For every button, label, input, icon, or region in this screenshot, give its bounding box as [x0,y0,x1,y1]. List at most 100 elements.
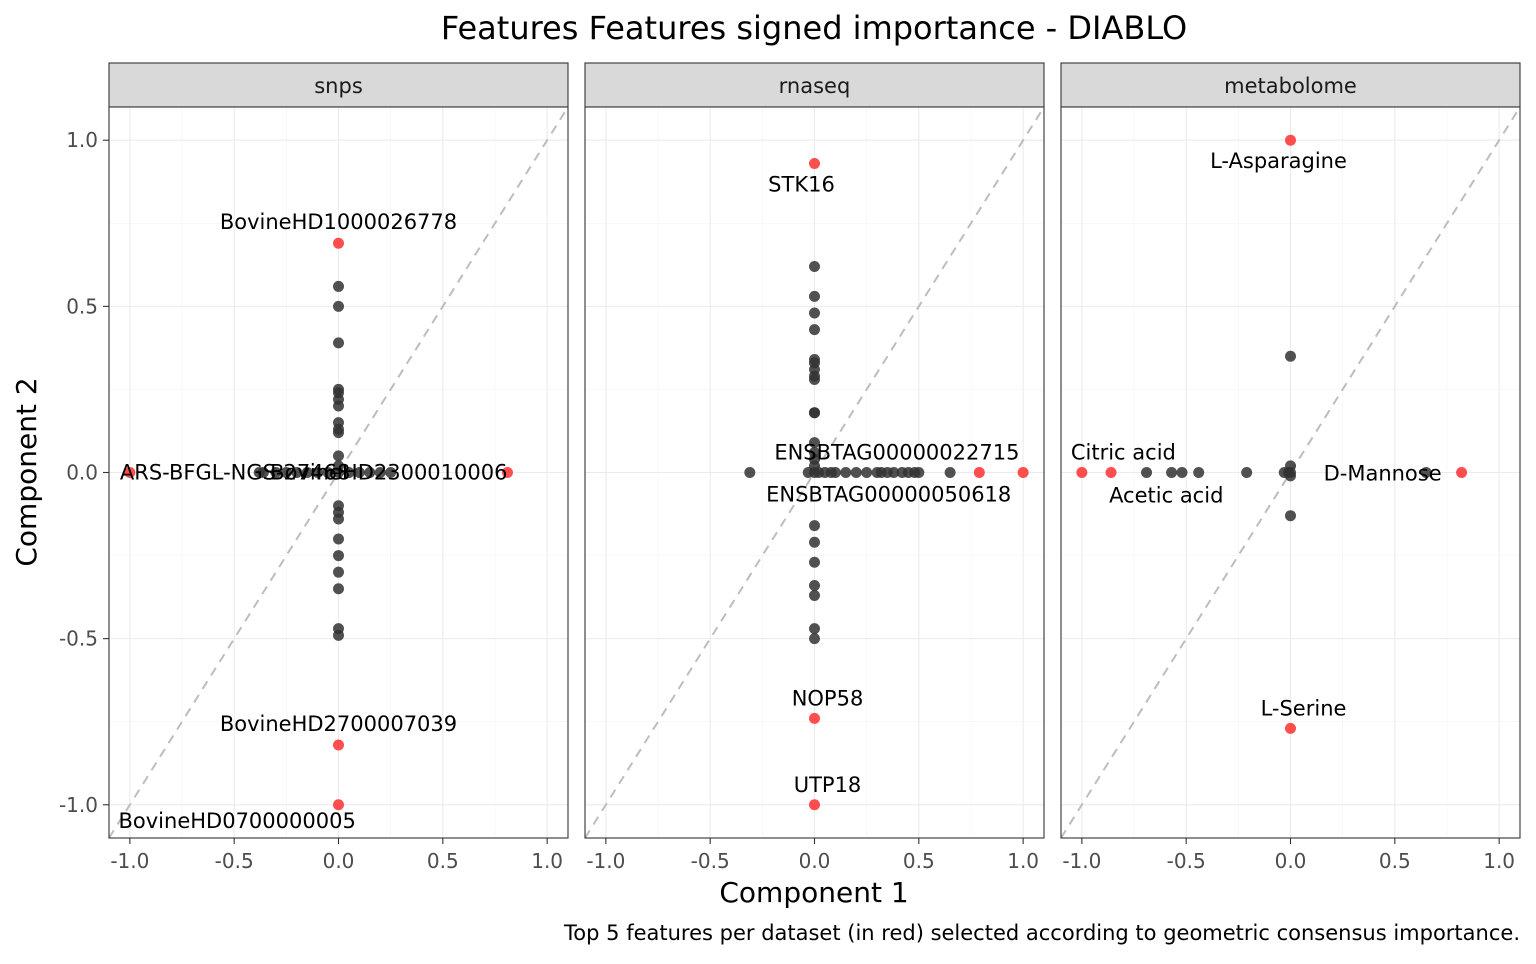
point-metabolome [1285,350,1296,362]
x-tick-label-snps: 0.0 [323,849,355,873]
highlight-point-snps [333,237,344,249]
chart-caption: Top 5 features per dataset (in red) sele… [563,921,1520,945]
point-metabolome [1176,467,1188,478]
point-snps [364,467,376,478]
point-snps [270,467,282,478]
x-tick-label-rnaseq: 0.0 [799,849,831,873]
x-tick-label-rnaseq: -0.5 [691,849,730,873]
panels-layer: snps BovineHD1000026778 ARS-BFGL-NGS-27468… [59,62,1521,873]
point-snps [301,467,313,478]
point-rnaseq [809,437,820,449]
x-tick-label-metabolome: -0.5 [1167,849,1206,873]
highlight-point-snps [333,739,344,751]
point-rnaseq [809,307,820,319]
x-tick-label-metabolome: 0.5 [1379,849,1411,873]
point-label-metabolome: L-Serine [1261,696,1347,720]
point-label-snps: ARS-BFGL-NGS-27468 [120,461,350,485]
highlight-point-snps [501,467,513,478]
x-tick-label-snps: 0.5 [427,849,459,873]
point-rnaseq [809,536,820,548]
highlight-point-metabolome [1105,467,1117,478]
point-rnaseq [809,324,820,336]
point-snps [333,400,344,412]
point-metabolome [1285,510,1296,522]
point-label-rnaseq: ENSBTAG00000022715 [774,441,1019,465]
point-label-rnaseq: ENSBTAG00000050618 [766,483,1011,507]
point-snps [333,629,344,641]
point-rnaseq [809,467,820,478]
point-rnaseq [809,589,820,601]
point-rnaseq [809,407,820,419]
point-metabolome [1166,467,1178,478]
point-label-metabolome: Acetic acid [1109,484,1223,508]
point-snps [333,467,344,478]
x-tick-label-rnaseq: 0.5 [903,849,935,873]
point-metabolome [1241,467,1253,478]
x-tick-label-rnaseq: -1.0 [586,849,625,873]
chart-title: Features Features signed importance - DI… [441,9,1187,47]
point-rnaseq [840,467,852,478]
point-rnaseq [850,467,862,478]
point-label-snps: BovineHD2300010006 [270,461,507,485]
y-tick-label: 0.0 [66,461,98,485]
highlight-point-snps [333,799,344,811]
point-label-rnaseq: NOP58 [792,686,864,710]
point-label-snps: BovineHD2700007039 [220,712,457,736]
point-snps [333,533,344,545]
point-label-metabolome: Citric acid [1071,441,1176,465]
point-snps [333,450,344,462]
point-snps [333,550,344,562]
point-rnaseq [744,467,756,478]
strip-rnaseq [584,62,1045,108]
point-metabolome [1282,467,1294,478]
highlight-point-rnaseq [973,467,985,478]
y-tick-label: -0.5 [59,627,98,651]
point-rnaseq [829,467,841,478]
strip-snps [108,62,569,108]
point-metabolome [1420,467,1432,478]
x-tick-label-snps: -1.0 [110,849,149,873]
highlight-point-metabolome [1285,722,1296,734]
strip-label-snps: snps [314,74,363,98]
highlight-point-metabolome [1456,467,1468,478]
x-tick-label-snps: 1.0 [531,849,563,873]
highlight-point-rnaseq [1017,467,1029,478]
point-snps [353,467,365,478]
y-tick-label: 1.0 [66,128,98,152]
point-rnaseq [809,260,820,272]
point-snps [280,467,292,478]
highlight-point-rnaseq [809,712,820,724]
point-snps [333,513,344,525]
point-metabolome [1141,467,1153,478]
point-rnaseq [809,633,820,645]
point-rnaseq [809,556,820,568]
highlight-point-snps [124,467,136,478]
panel-rnaseq: rnaseq STK16 ENSBTAG00000022715 ENSBTAG0000… [584,62,1045,873]
point-label-rnaseq: UTP18 [794,773,862,797]
highlight-point-rnaseq [809,799,820,811]
y-tick-label: -1.0 [59,793,98,817]
x-axis-title: Component 1 [719,876,908,909]
point-snps [333,337,344,349]
point-label-snps: BovineHD1000026778 [220,210,457,234]
point-rnaseq [809,520,820,532]
point-snps [333,566,344,578]
point-snps [333,583,344,595]
point-metabolome [1193,467,1205,478]
x-tick-label-metabolome: -1.0 [1062,849,1101,873]
point-snps [322,467,334,478]
highlight-point-metabolome [1285,134,1296,146]
point-snps [333,300,344,312]
point-snps [333,427,344,439]
point-label-rnaseq: STK16 [768,172,835,196]
panel-snps: snps BovineHD1000026778 ARS-BFGL-NGS-27468… [59,62,569,873]
highlight-point-rnaseq [809,157,820,169]
x-tick-label-rnaseq: 1.0 [1007,849,1039,873]
point-snps [333,280,344,292]
point-rnaseq [809,623,820,635]
point-snps [291,467,303,478]
point-label-metabolome: D-Mannose [1324,462,1442,486]
y-axis-title: Component 2 [10,377,43,566]
